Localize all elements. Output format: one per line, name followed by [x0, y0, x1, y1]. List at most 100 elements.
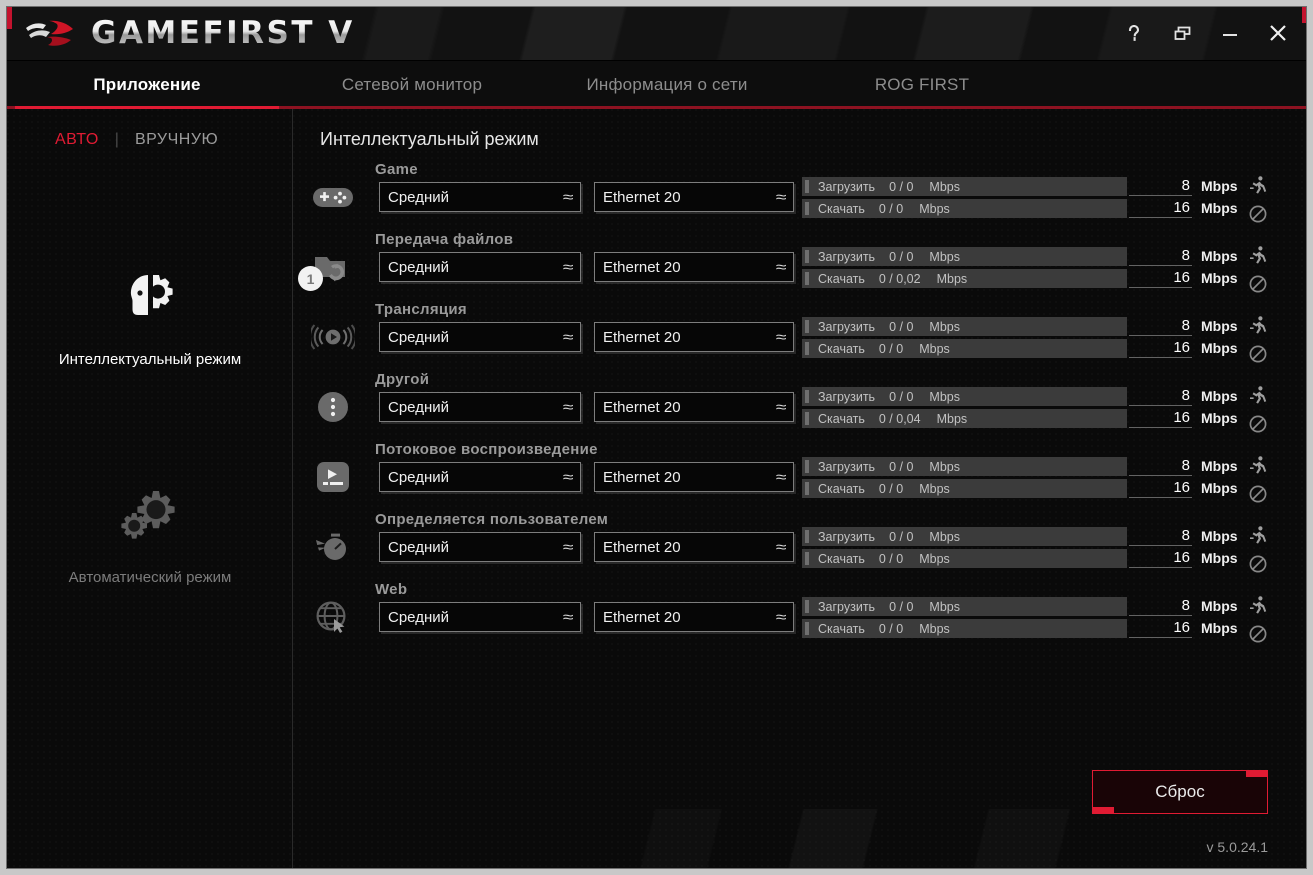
upload-unit: Mbps	[929, 249, 960, 264]
upload-limit-row: 8 Mbps	[1129, 455, 1239, 477]
adapter-value: Ethernet 20	[603, 538, 681, 556]
row-label: Потоковое воспроизведение	[375, 441, 598, 458]
chevron-down-icon: ≈	[775, 258, 787, 276]
adapter-select[interactable]: Ethernet 20 ≈	[594, 602, 794, 632]
sidebar-card-auto-mode[interactable]: Автоматический режим	[7, 477, 293, 586]
tab-bar: Приложение Сетевой монитор Информация о …	[7, 61, 1306, 109]
upload-limit-input[interactable]: 8	[1129, 527, 1192, 546]
priority-value: Средний	[388, 398, 449, 416]
tab-network-monitor[interactable]: Сетевой монитор	[341, 75, 483, 94]
download-unit: Mbps	[919, 551, 950, 566]
reset-button[interactable]: Сброс	[1092, 770, 1268, 814]
download-limit-input[interactable]: 16	[1129, 269, 1192, 288]
upload-limit-input[interactable]: 8	[1129, 387, 1192, 406]
upload-unit: Mbps	[929, 319, 960, 334]
content-area: АВТО | ВРУЧНУЮ Интеллектуальный режим	[7, 109, 1306, 868]
restore-icon[interactable]	[1168, 19, 1196, 47]
sidebar-card-label: Интеллектуальный режим	[58, 351, 242, 368]
boost-runner-icon[interactable]	[1246, 313, 1270, 337]
upload-limit-input[interactable]: 8	[1129, 177, 1192, 196]
sidebar-card-smart-mode[interactable]: Интеллектуальный режим	[7, 259, 293, 368]
priority-select[interactable]: Средний ≈	[379, 462, 581, 492]
download-limit-input[interactable]: 16	[1129, 409, 1192, 428]
download-limit-input[interactable]: 16	[1129, 549, 1192, 568]
bandwidth-bars: Загрузить 0 / 0 Mbps Скачать 0 / 0,04 Mb…	[802, 387, 1127, 431]
download-value: 0 / 0	[878, 621, 904, 636]
close-icon[interactable]	[1264, 19, 1292, 47]
row-label: Game	[375, 161, 418, 178]
download-limit-row: 16 Mbps	[1129, 547, 1239, 569]
download-limit-input[interactable]: 16	[1129, 479, 1192, 498]
mode-switch: АВТО | ВРУЧНУЮ	[7, 109, 292, 149]
block-icon[interactable]	[1246, 552, 1270, 576]
upload-label: Загрузить	[818, 529, 876, 544]
upload-limit-row: 8 Mbps	[1129, 385, 1239, 407]
boost-runner-icon[interactable]	[1246, 523, 1270, 547]
priority-select[interactable]: Средний ≈	[379, 252, 581, 282]
adapter-select[interactable]: Ethernet 20 ≈	[594, 532, 794, 562]
boost-runner-icon[interactable]	[1246, 243, 1270, 267]
tab-network-info[interactable]: Информация о сети	[586, 75, 748, 94]
table-row: Определяется пользователем Средний ≈ Eth…	[293, 511, 1306, 581]
priority-value: Средний	[388, 328, 449, 346]
boost-runner-icon[interactable]	[1246, 173, 1270, 197]
priority-select[interactable]: Средний ≈	[379, 182, 581, 212]
download-limit-input[interactable]: 16	[1129, 339, 1192, 358]
download-unit: Mbps	[919, 621, 950, 636]
bandwidth-limits: 8 Mbps 16 Mbps	[1129, 455, 1239, 499]
download-limit-input[interactable]: 16	[1129, 199, 1192, 218]
upload-value: 0 / 0	[889, 249, 914, 264]
upload-limit-unit: Mbps	[1201, 528, 1238, 544]
row-label: Передача файлов	[375, 231, 514, 248]
mode-manual-button[interactable]: ВРУЧНУЮ	[134, 131, 219, 148]
block-icon[interactable]	[1246, 622, 1270, 646]
adapter-select[interactable]: Ethernet 20 ≈	[594, 182, 794, 212]
adapter-select[interactable]: Ethernet 20 ≈	[594, 322, 794, 352]
chevron-down-icon: ≈	[775, 328, 787, 346]
mode-auto-button[interactable]: АВТО	[55, 131, 99, 148]
adapter-value: Ethernet 20	[603, 608, 681, 626]
chevron-down-icon: ≈	[775, 608, 787, 626]
block-icon[interactable]	[1246, 342, 1270, 366]
tab-applications[interactable]: Приложение	[93, 75, 201, 94]
help-icon[interactable]	[1120, 19, 1148, 47]
priority-value: Средний	[388, 188, 449, 206]
boost-runner-icon[interactable]	[1246, 593, 1270, 617]
block-icon[interactable]	[1246, 202, 1270, 226]
upload-unit: Mbps	[929, 179, 960, 194]
upload-limit-input[interactable]: 8	[1129, 457, 1192, 476]
download-limit-row: 16 Mbps	[1129, 617, 1239, 639]
minimize-icon[interactable]	[1216, 19, 1244, 47]
upload-limit-input[interactable]: 8	[1129, 597, 1192, 616]
block-icon[interactable]	[1246, 412, 1270, 436]
globe-cursor-icon	[311, 595, 355, 639]
boost-runner-icon[interactable]	[1246, 453, 1270, 477]
adapter-select[interactable]: Ethernet 20 ≈	[594, 252, 794, 282]
upload-unit: Mbps	[929, 599, 960, 614]
boost-runner-icon[interactable]	[1246, 383, 1270, 407]
tab-rog-first[interactable]: ROG FIRST	[874, 75, 970, 94]
chevron-down-icon: ≈	[775, 188, 787, 206]
upload-limit-input[interactable]: 8	[1129, 317, 1192, 336]
table-row: Web Средний ≈ Ethernet 20 ≈ Загрузить 0 …	[293, 581, 1306, 651]
adapter-select[interactable]: Ethernet 20 ≈	[594, 392, 794, 422]
adapter-select[interactable]: Ethernet 20 ≈	[594, 462, 794, 492]
priority-select[interactable]: Средний ≈	[379, 602, 581, 632]
download-unit: Mbps	[919, 481, 950, 496]
upload-limit-input[interactable]: 8	[1129, 247, 1192, 266]
block-icon[interactable]	[1246, 482, 1270, 506]
bandwidth-limits: 8 Mbps 16 Mbps	[1129, 245, 1239, 289]
priority-select[interactable]: Средний ≈	[379, 322, 581, 352]
priority-select[interactable]: Средний ≈	[379, 532, 581, 562]
download-limit-input[interactable]: 16	[1129, 619, 1192, 638]
bandwidth-limits: 8 Mbps 16 Mbps	[1129, 595, 1239, 639]
download-bar: Скачать 0 / 0,02 Mbps	[802, 269, 1127, 288]
upload-bar: Загрузить 0 / 0 Mbps	[802, 177, 1127, 196]
priority-value: Средний	[388, 608, 449, 626]
block-icon[interactable]	[1246, 272, 1270, 296]
footer-texture	[580, 809, 1306, 868]
gamepad-icon	[311, 175, 355, 219]
upload-label: Загрузить	[818, 179, 876, 194]
upload-bar: Загрузить 0 / 0 Mbps	[802, 317, 1127, 336]
priority-select[interactable]: Средний ≈	[379, 392, 581, 422]
